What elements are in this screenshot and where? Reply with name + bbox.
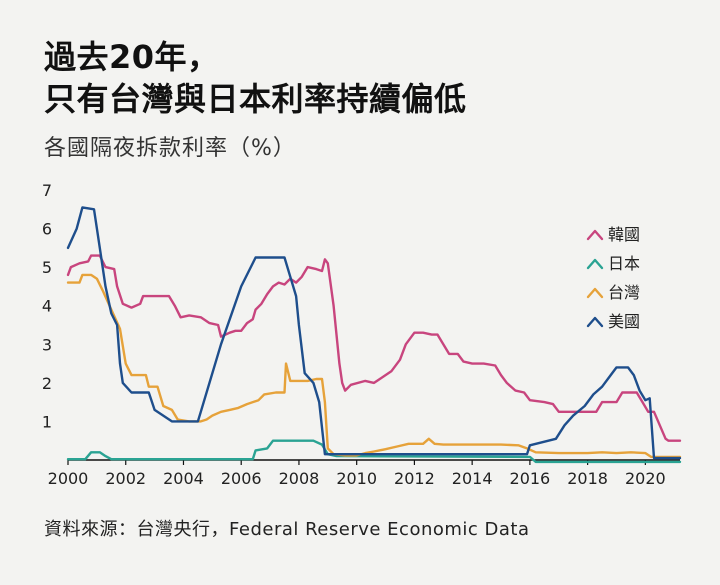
legend-swatch bbox=[586, 258, 604, 270]
title-line-2: 只有台灣與日本利率持續偏低 bbox=[44, 80, 467, 118]
x-tick-label: 2006 bbox=[221, 469, 262, 488]
y-tick-label: 5 bbox=[42, 258, 52, 277]
y-tick-label: 7 bbox=[42, 181, 52, 200]
y-tick-label: 3 bbox=[42, 335, 52, 354]
x-tick-label: 2012 bbox=[394, 469, 435, 488]
x-tick-label: 2020 bbox=[625, 469, 666, 488]
legend-label: 美國 bbox=[608, 312, 640, 331]
chart-title: 過去20年， 只有台灣與日本利率持續偏低 bbox=[44, 36, 467, 120]
x-tick-label: 2010 bbox=[336, 469, 377, 488]
y-tick-label: 4 bbox=[42, 297, 52, 316]
y-tick-label: 1 bbox=[42, 412, 52, 431]
x-tick-label: 2004 bbox=[163, 469, 204, 488]
source-note: 資料來源：台灣央行，Federal Reserve Economic Data bbox=[44, 519, 530, 540]
x-tick-label: 2014 bbox=[452, 469, 493, 488]
legend-swatch bbox=[586, 229, 604, 241]
x-tick-label: 2018 bbox=[567, 469, 608, 488]
x-tick-label: 2016 bbox=[510, 469, 551, 488]
legend-swatch bbox=[586, 316, 604, 328]
chart-subtitle: 各國隔夜拆款利率（%） bbox=[44, 136, 296, 161]
legend-label: 台灣 bbox=[608, 283, 640, 302]
y-tick-label: 2 bbox=[42, 374, 52, 393]
series-line bbox=[66, 206, 682, 460]
y-tick-label: 6 bbox=[42, 220, 52, 239]
legend-label: 韓國 bbox=[608, 225, 640, 244]
series-line bbox=[66, 254, 682, 442]
title-line-1: 過去20年， bbox=[44, 38, 220, 76]
x-tick-label: 2002 bbox=[105, 469, 146, 488]
series-line bbox=[66, 439, 682, 464]
series-line bbox=[66, 273, 682, 459]
legend-label: 日本 bbox=[608, 254, 640, 273]
x-tick-label: 2000 bbox=[48, 469, 89, 488]
x-tick-label: 2008 bbox=[279, 469, 320, 488]
legend-swatch bbox=[586, 287, 604, 299]
